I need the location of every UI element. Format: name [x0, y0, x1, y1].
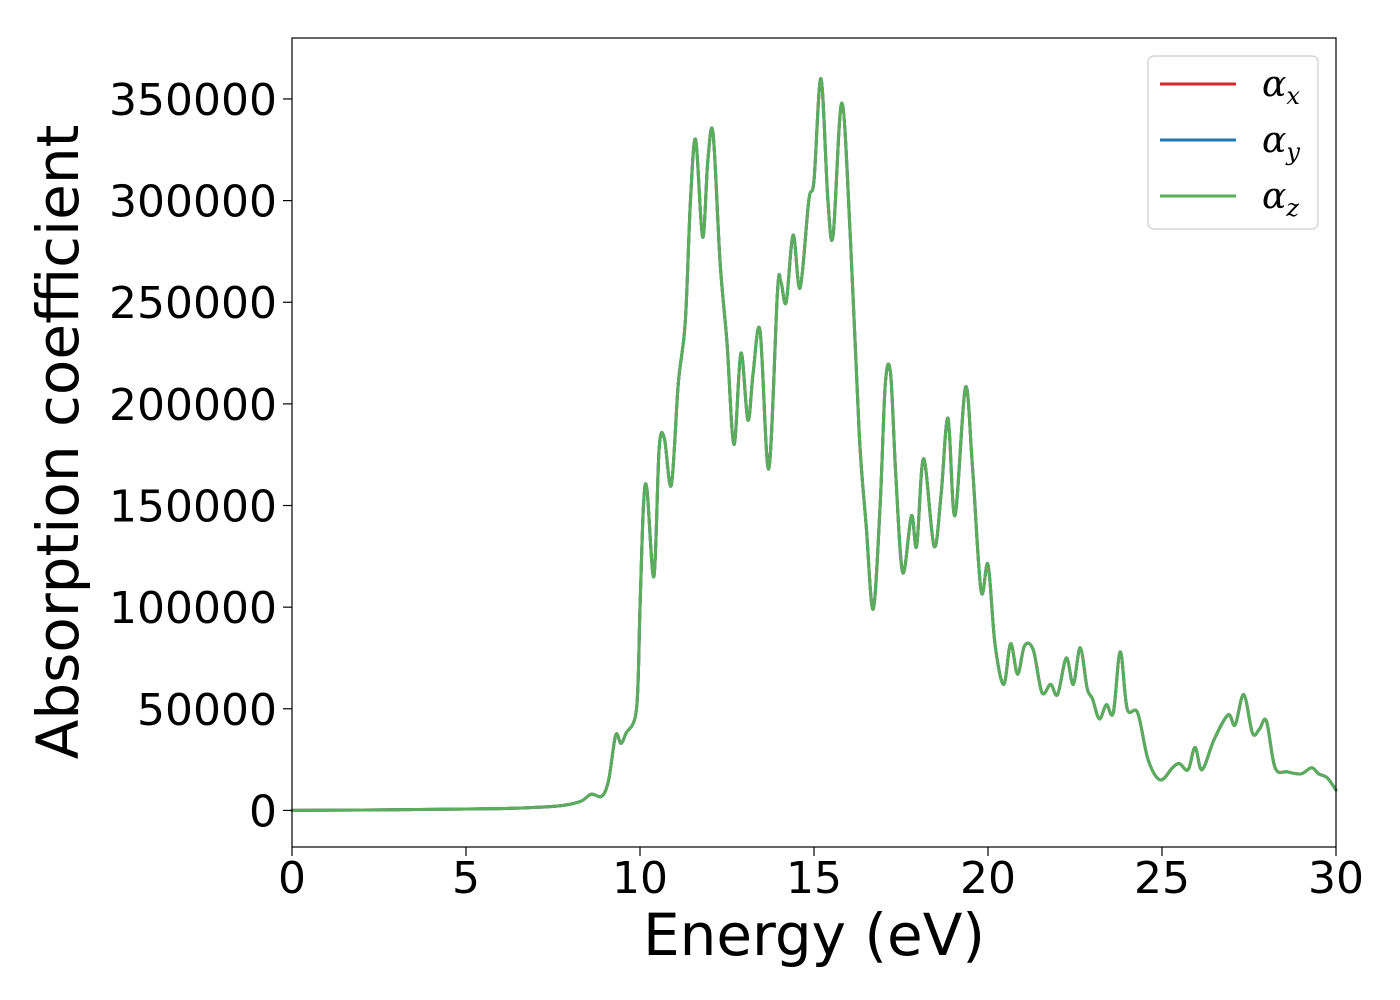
legend-label: αy: [1262, 120, 1300, 166]
x-tick-label: 10: [612, 853, 668, 904]
y-axis-label: Absorption coefficient: [24, 125, 92, 760]
x-tick-label: 0: [278, 853, 306, 904]
x-ticks: 0 5 10 15 20 25 30: [278, 847, 1364, 904]
x-tick-label: 15: [786, 853, 842, 904]
series-line-alpha-z: [290, 77, 1338, 812]
y-tick-label: 150000: [109, 482, 277, 533]
legend-subscript: z: [1285, 194, 1299, 222]
legend-label: αx: [1262, 64, 1300, 110]
y-tick-label: 100000: [109, 583, 277, 634]
legend-subscript: x: [1286, 82, 1300, 110]
legend-subscript: y: [1285, 138, 1300, 166]
series-layer: [290, 77, 1338, 812]
legend-symbol: α: [1262, 64, 1286, 105]
x-tick-label: 20: [960, 853, 1016, 904]
legend-label: αz: [1262, 176, 1299, 222]
legend-frame: [1147, 55, 1319, 230]
x-axis-label: Energy (eV): [643, 901, 985, 969]
y-tick-label: 250000: [109, 278, 277, 329]
x-tick-label: 30: [1308, 853, 1364, 904]
legend-symbol: α: [1262, 120, 1286, 161]
x-tick-label: 25: [1134, 853, 1190, 904]
y-tick-label: 0: [249, 786, 277, 837]
y-tick-label: 200000: [109, 380, 277, 431]
y-ticks: 0 50000 100000 150000 200000 250000 300000 3500…: [109, 75, 292, 837]
y-tick-label: 50000: [137, 685, 277, 736]
legend-symbol: α: [1262, 176, 1286, 217]
y-tick-label: 300000: [109, 177, 277, 228]
x-tick-label: 5: [452, 853, 480, 904]
y-tick-label: 350000: [109, 75, 277, 126]
